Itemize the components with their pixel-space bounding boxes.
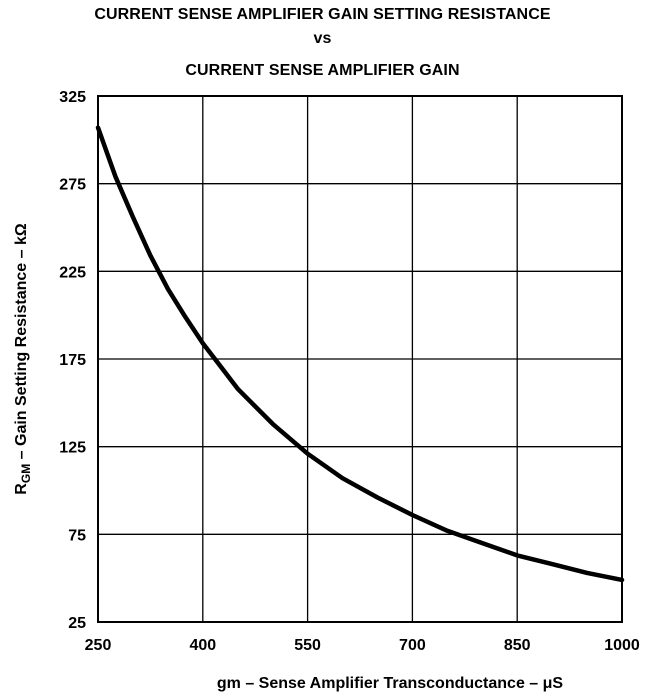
y-tick-label: 225 xyxy=(59,264,86,281)
x-tick-label: 700 xyxy=(399,637,426,654)
x-tick-label: 1000 xyxy=(604,637,640,654)
grid xyxy=(97,95,623,623)
y-tick-label: 175 xyxy=(59,352,86,369)
x-tick-label: 550 xyxy=(294,637,321,654)
x-axis-label: gm – Sense Amplifier Transconductance – … xyxy=(217,675,564,692)
y-axis-label: RGM – Gain Setting Resistance – kΩ xyxy=(13,223,33,495)
y-tick-label: 75 xyxy=(68,527,86,544)
y-axis-label-main: R xyxy=(13,483,30,495)
chart-title: CURRENT SENSE AMPLIFIER GAIN SETTING RES… xyxy=(94,6,551,23)
series-line xyxy=(95,125,625,583)
y-axis-label-subscript: GM xyxy=(19,464,33,483)
series-layer xyxy=(95,125,625,583)
chart-subtitle: CURRENT SENSE AMPLIFIER GAIN xyxy=(185,62,460,79)
y-axis-label-rest: – Gain Setting Resistance – kΩ xyxy=(13,223,30,464)
x-tick-label: 250 xyxy=(85,637,112,654)
chart-title-vs: vs xyxy=(313,30,332,47)
x-tick-label: 850 xyxy=(504,637,531,654)
y-tick-label: 25 xyxy=(68,615,86,632)
y-tick-label: 325 xyxy=(59,89,86,106)
plot-frame xyxy=(97,95,623,623)
y-tick-label: 125 xyxy=(59,440,86,457)
y-tick-labels: 25 75 125 175 225 275 325 xyxy=(59,89,86,632)
y-tick-label: 275 xyxy=(59,177,86,194)
x-tick-label: 400 xyxy=(189,637,216,654)
x-tick-labels: 250 400 550 700 850 1000 xyxy=(85,637,640,654)
